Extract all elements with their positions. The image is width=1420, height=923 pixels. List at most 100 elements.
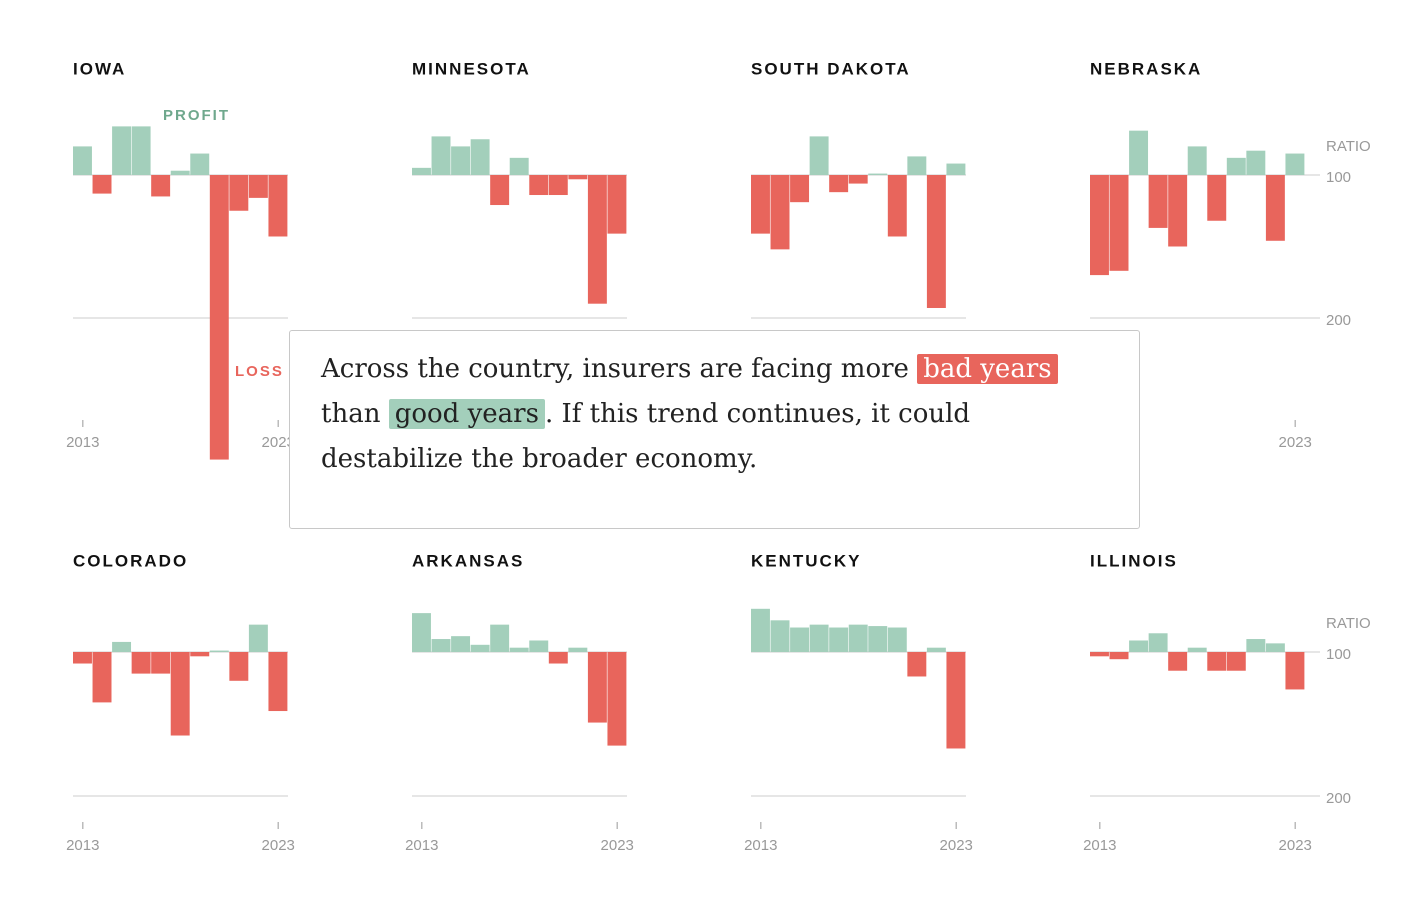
bar xyxy=(1285,652,1305,690)
annotation: LOSS xyxy=(235,363,284,380)
bar xyxy=(751,175,770,234)
bar xyxy=(151,175,171,197)
bar xyxy=(809,624,829,652)
bar xyxy=(431,136,451,175)
bar xyxy=(1187,647,1207,652)
panel-title: ILLINOIS xyxy=(1090,551,1178,570)
bar xyxy=(1090,175,1109,276)
annotation: PROFIT xyxy=(163,107,230,124)
bar xyxy=(1168,652,1188,671)
bar xyxy=(229,652,249,681)
bar xyxy=(451,636,471,652)
bar xyxy=(926,647,946,652)
bar xyxy=(829,175,849,193)
x-tick-label: 2013 xyxy=(1083,837,1116,854)
bar xyxy=(1109,652,1129,660)
bar xyxy=(112,126,132,175)
bar xyxy=(73,146,92,175)
x-tick-label: 2013 xyxy=(66,434,99,451)
bar xyxy=(907,652,927,677)
panel-title: KENTUCKY xyxy=(751,551,861,570)
bar xyxy=(268,175,288,237)
y-axis-label: RATIO xyxy=(1326,615,1371,632)
bar xyxy=(587,175,607,304)
bar xyxy=(790,175,810,203)
bar xyxy=(790,627,810,652)
bar xyxy=(607,175,627,234)
bar xyxy=(587,652,607,723)
bar xyxy=(529,640,549,652)
bar xyxy=(751,608,770,652)
bar xyxy=(868,173,888,175)
bar xyxy=(170,652,190,736)
x-tick-label: 2023 xyxy=(940,837,973,854)
bar xyxy=(431,639,451,652)
bar xyxy=(770,175,790,250)
bar xyxy=(92,175,112,194)
bar xyxy=(848,624,868,652)
bar xyxy=(1265,175,1285,241)
panel-title: SOUTH DAKOTA xyxy=(751,59,911,78)
bar xyxy=(209,175,229,460)
bar xyxy=(268,652,288,712)
bar xyxy=(229,175,249,211)
bar xyxy=(887,175,907,237)
bar xyxy=(1226,157,1246,175)
highlight-good: good years xyxy=(388,399,545,429)
bar xyxy=(548,175,568,196)
x-tick-label: 2023 xyxy=(262,434,295,451)
highlight-bad: bad years xyxy=(917,354,1058,384)
bar xyxy=(112,641,132,652)
bar xyxy=(926,175,946,308)
panel-title: NEBRASKA xyxy=(1090,59,1202,78)
bar xyxy=(1207,175,1227,221)
bar xyxy=(946,652,966,749)
bar xyxy=(529,175,549,196)
x-tick-label: 2023 xyxy=(262,837,295,854)
bar xyxy=(490,175,510,206)
bar xyxy=(131,126,151,175)
panel-title: ARKANSAS xyxy=(412,551,524,570)
bar xyxy=(470,644,490,652)
x-tick-label: 2023 xyxy=(1279,837,1312,854)
bar xyxy=(887,627,907,652)
bar xyxy=(568,647,588,652)
panel-title: MINNESOTA xyxy=(412,59,531,78)
bar xyxy=(451,146,471,175)
y-tick-label: 200 xyxy=(1326,790,1351,807)
bar xyxy=(151,652,171,674)
x-tick-label: 2013 xyxy=(405,837,438,854)
bar xyxy=(1168,175,1188,247)
bar xyxy=(829,627,849,652)
bar xyxy=(73,652,92,664)
callout-text: . If this trend continues, it could dest… xyxy=(321,399,971,474)
bar xyxy=(170,170,190,175)
bar xyxy=(568,175,588,180)
bar xyxy=(190,153,210,175)
callout-text: Across the country, insurers are facing … xyxy=(321,354,918,384)
bar xyxy=(1129,640,1149,652)
bar xyxy=(1226,652,1246,671)
panel-title: IOWA xyxy=(73,59,126,78)
bar xyxy=(1148,633,1168,652)
bar xyxy=(946,163,966,175)
bar xyxy=(509,647,529,652)
bar xyxy=(1246,639,1266,652)
bar xyxy=(470,139,490,175)
bar xyxy=(190,652,210,657)
y-tick-label: 100 xyxy=(1326,169,1351,186)
bar xyxy=(907,156,927,175)
x-tick-label: 2013 xyxy=(744,837,777,854)
bar xyxy=(248,624,268,652)
bar xyxy=(490,624,510,652)
bar xyxy=(770,620,790,652)
y-axis-label: RATIO xyxy=(1326,138,1371,155)
bar xyxy=(131,652,151,674)
bar xyxy=(412,613,431,652)
callout: Across the country, insurers are facing … xyxy=(289,330,1140,529)
bar xyxy=(607,652,627,746)
bar xyxy=(1285,153,1305,175)
bar xyxy=(1129,130,1149,175)
